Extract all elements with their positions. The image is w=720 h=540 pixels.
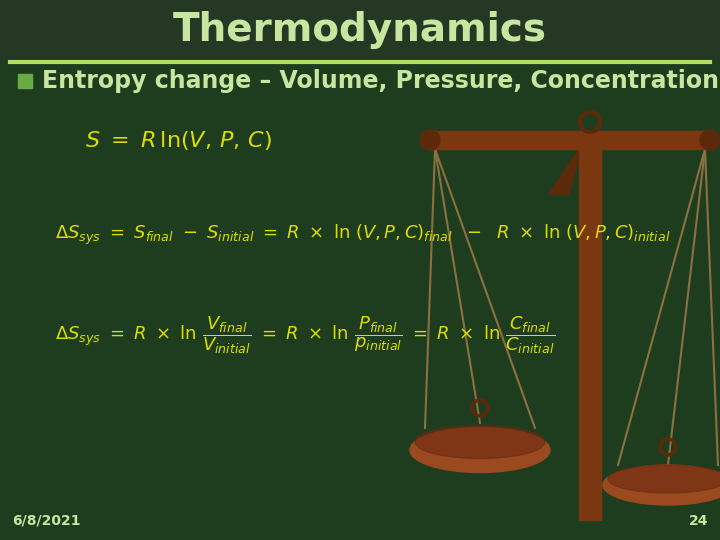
Ellipse shape xyxy=(608,465,720,493)
Circle shape xyxy=(420,130,440,150)
Ellipse shape xyxy=(603,465,720,505)
Ellipse shape xyxy=(415,426,545,458)
Ellipse shape xyxy=(410,428,550,472)
Text: $\Delta S_{sys}\ =\ R\ \times\ \ln\,\dfrac{V_{final}}{V_{initial}}\ =\ R\ \times: $\Delta S_{sys}\ =\ R\ \times\ \ln\,\dfr… xyxy=(55,314,555,356)
Text: Entropy change – Volume, Pressure, Concentration: Entropy change – Volume, Pressure, Conce… xyxy=(42,69,719,93)
Text: $\Delta S_{sys}\ =\ S_{final}\ -\ S_{initial}\ =\ R\ \times\ \ln\,(V,P,C)_{final: $\Delta S_{sys}\ =\ S_{final}\ -\ S_{ini… xyxy=(55,223,670,247)
Text: Thermodynamics: Thermodynamics xyxy=(173,11,547,49)
Bar xyxy=(430,131,710,149)
Circle shape xyxy=(700,130,720,150)
Bar xyxy=(0,0,720,60)
Text: 24: 24 xyxy=(688,514,708,528)
Polygon shape xyxy=(549,149,581,194)
Bar xyxy=(579,140,601,520)
Text: $S\ =\ R\,\ln(V,\,P,\,C)$: $S\ =\ R\,\ln(V,\,P,\,C)$ xyxy=(85,129,272,152)
Bar xyxy=(18,74,32,88)
Text: 6/8/2021: 6/8/2021 xyxy=(12,514,81,528)
